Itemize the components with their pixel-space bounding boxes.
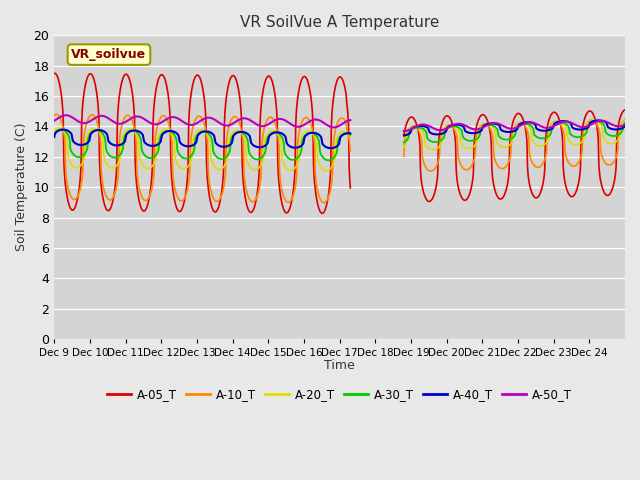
Legend: A-05_T, A-10_T, A-20_T, A-30_T, A-40_T, A-50_T: A-05_T, A-10_T, A-20_T, A-30_T, A-40_T, … (102, 384, 577, 406)
A-40_T (442, 129, 449, 135)
A-10_T (306, 119, 314, 124)
A-50_T (88, 117, 96, 123)
A-05_T (51, 71, 58, 76)
A-40_T (51, 134, 58, 140)
A-10_T (51, 113, 58, 119)
A-50_T (306, 119, 314, 124)
Line: A-20_T: A-20_T (54, 120, 625, 171)
A-05_T (621, 107, 629, 113)
A-50_T (118, 120, 125, 126)
Line: A-50_T: A-50_T (54, 115, 625, 131)
A-10_T (621, 117, 629, 122)
A-40_T (88, 130, 96, 135)
Y-axis label: Soil Temperature (C): Soil Temperature (C) (15, 123, 28, 252)
A-05_T (88, 72, 96, 78)
A-40_T (522, 120, 529, 125)
A-30_T (88, 129, 96, 134)
A-30_T (442, 127, 449, 133)
Text: VR_soilvue: VR_soilvue (72, 48, 147, 61)
A-20_T (621, 118, 629, 123)
A-50_T (51, 118, 58, 123)
A-20_T (118, 139, 125, 145)
A-05_T (442, 114, 449, 120)
A-05_T (118, 81, 125, 86)
A-20_T (522, 120, 529, 126)
X-axis label: Time: Time (324, 360, 355, 372)
A-50_T (522, 120, 529, 126)
A-10_T (522, 123, 529, 129)
A-10_T (88, 112, 96, 118)
A-20_T (88, 126, 96, 132)
A-30_T (118, 150, 125, 156)
A-40_T (306, 130, 314, 136)
A-10_T (442, 124, 449, 130)
A-10_T (118, 124, 125, 130)
A-30_T (522, 121, 529, 127)
Title: VR SoilVue A Temperature: VR SoilVue A Temperature (240, 15, 439, 30)
A-30_T (51, 131, 58, 137)
A-50_T (621, 122, 629, 128)
A-20_T (51, 128, 58, 133)
A-30_T (306, 130, 314, 136)
Line: A-05_T: A-05_T (54, 73, 625, 213)
A-05_T (522, 124, 529, 130)
A-20_T (306, 129, 314, 134)
A-40_T (118, 142, 125, 147)
Line: A-10_T: A-10_T (54, 114, 625, 203)
Line: A-30_T: A-30_T (54, 121, 625, 160)
A-05_T (306, 88, 314, 94)
Line: A-40_T: A-40_T (54, 120, 625, 148)
A-30_T (621, 120, 629, 126)
A-40_T (621, 122, 629, 128)
A-20_T (442, 125, 449, 131)
A-50_T (442, 126, 449, 132)
